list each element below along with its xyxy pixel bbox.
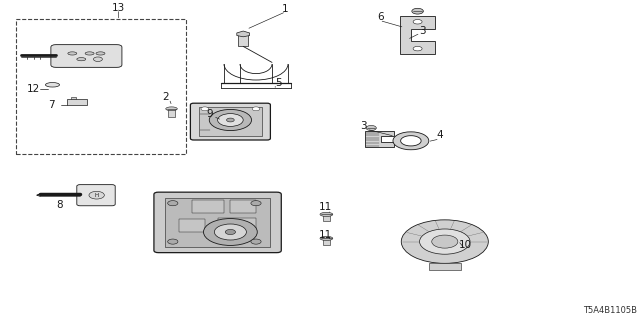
Text: 8: 8 bbox=[56, 200, 63, 211]
Bar bbox=[323, 214, 330, 221]
FancyBboxPatch shape bbox=[154, 192, 282, 253]
Bar bbox=[168, 109, 175, 117]
Polygon shape bbox=[400, 16, 435, 54]
Bar bbox=[230, 200, 256, 213]
Text: 1: 1 bbox=[282, 4, 288, 14]
Ellipse shape bbox=[77, 58, 86, 61]
Text: 9: 9 bbox=[207, 108, 213, 119]
Circle shape bbox=[227, 118, 234, 122]
Circle shape bbox=[89, 191, 104, 199]
Text: 2: 2 bbox=[162, 92, 168, 102]
Bar bbox=[165, 198, 270, 247]
Polygon shape bbox=[365, 131, 394, 147]
Circle shape bbox=[251, 239, 261, 244]
Text: 11: 11 bbox=[319, 229, 332, 240]
Circle shape bbox=[401, 220, 488, 263]
Text: T5A4B1105B: T5A4B1105B bbox=[583, 306, 637, 315]
Ellipse shape bbox=[96, 52, 105, 55]
Ellipse shape bbox=[166, 107, 177, 111]
Bar bbox=[192, 200, 224, 213]
Bar bbox=[71, 97, 76, 99]
FancyBboxPatch shape bbox=[77, 185, 115, 206]
Circle shape bbox=[366, 125, 376, 131]
Ellipse shape bbox=[320, 236, 333, 241]
Ellipse shape bbox=[68, 52, 77, 55]
Text: 6: 6 bbox=[378, 12, 384, 22]
Bar bbox=[238, 34, 248, 46]
Text: 3: 3 bbox=[419, 26, 426, 36]
Bar bbox=[16, 19, 186, 154]
Circle shape bbox=[413, 46, 422, 51]
Text: 5: 5 bbox=[275, 77, 282, 88]
Circle shape bbox=[251, 201, 261, 206]
Text: 12: 12 bbox=[28, 84, 40, 94]
Ellipse shape bbox=[45, 83, 60, 87]
Text: 10: 10 bbox=[459, 240, 472, 251]
Text: 13: 13 bbox=[112, 3, 125, 13]
Circle shape bbox=[204, 219, 257, 245]
Ellipse shape bbox=[85, 52, 94, 55]
Circle shape bbox=[214, 224, 246, 240]
Circle shape bbox=[225, 229, 236, 235]
Circle shape bbox=[413, 20, 422, 24]
Text: 4: 4 bbox=[436, 130, 443, 140]
Ellipse shape bbox=[320, 212, 333, 217]
Circle shape bbox=[209, 109, 252, 131]
Text: 7: 7 bbox=[48, 100, 54, 110]
Bar bbox=[323, 238, 330, 245]
Polygon shape bbox=[237, 31, 250, 37]
Bar bbox=[198, 107, 262, 136]
Circle shape bbox=[93, 57, 102, 61]
Circle shape bbox=[168, 201, 178, 206]
Bar bbox=[67, 99, 87, 105]
Text: H: H bbox=[95, 193, 99, 198]
Circle shape bbox=[201, 107, 209, 111]
Circle shape bbox=[252, 107, 260, 111]
Bar bbox=[179, 219, 205, 232]
Circle shape bbox=[168, 239, 178, 244]
Circle shape bbox=[218, 114, 243, 126]
FancyBboxPatch shape bbox=[191, 103, 270, 140]
Wedge shape bbox=[393, 132, 429, 150]
Circle shape bbox=[420, 229, 470, 254]
Circle shape bbox=[412, 8, 424, 14]
Text: 3: 3 bbox=[360, 121, 367, 131]
Circle shape bbox=[432, 235, 458, 248]
FancyBboxPatch shape bbox=[51, 45, 122, 68]
Bar bbox=[218, 218, 256, 229]
Bar bbox=[429, 263, 461, 270]
Text: 11: 11 bbox=[319, 202, 332, 212]
